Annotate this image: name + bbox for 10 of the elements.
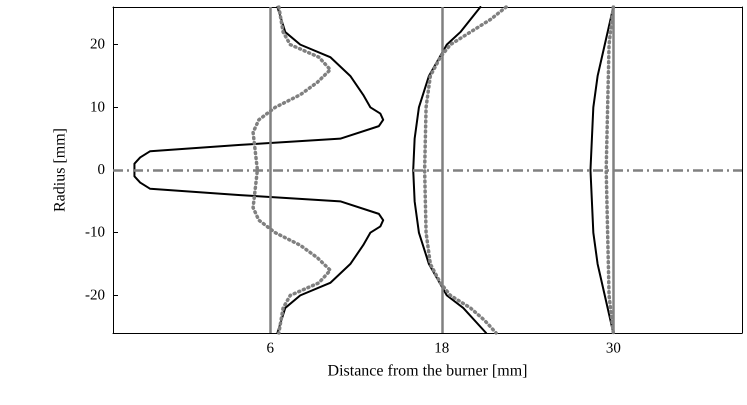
y-tick-label: 10 [90,99,105,116]
y-tick-label: -20 [85,287,105,304]
y-tick-label: 0 [98,162,105,178]
x-axis-title: Distance from the burner [mm] [328,362,528,380]
x-tick-label: 18 [434,340,450,356]
x-tick-label: 30 [606,340,621,356]
x-tick-label: 6 [266,340,274,356]
y-axis-title: Radius [mm] [52,128,68,212]
y-tick-label: -10 [85,224,105,241]
y-tick-label: 20 [90,36,105,53]
